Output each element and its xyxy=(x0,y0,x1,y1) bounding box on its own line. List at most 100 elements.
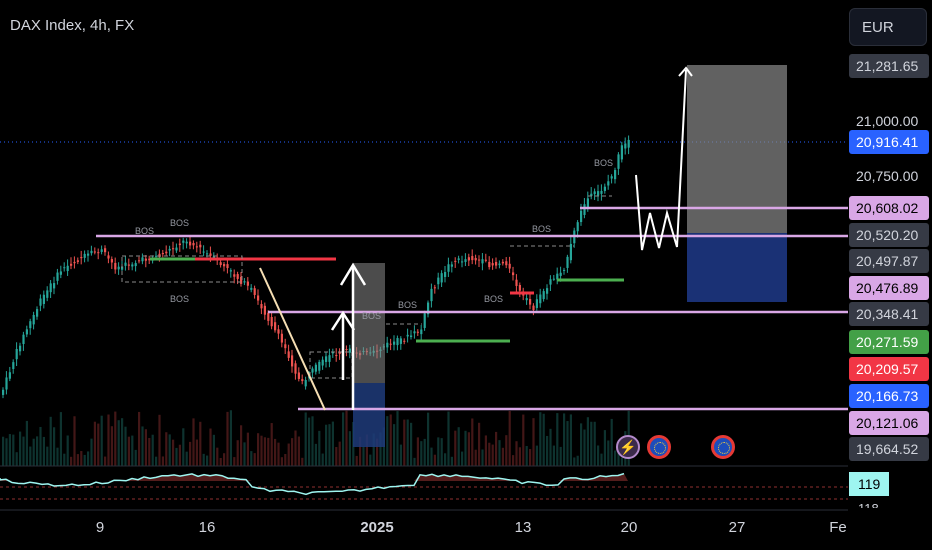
candle-body xyxy=(165,251,168,254)
volume-bar xyxy=(93,421,96,466)
volume-bar xyxy=(263,437,266,466)
candle-body xyxy=(624,143,627,149)
volume-bar xyxy=(229,410,232,466)
time-tick-label: 20 xyxy=(620,519,638,536)
candle-body xyxy=(325,356,328,362)
volume-bar xyxy=(104,456,107,466)
candle-body xyxy=(8,372,11,379)
candle-body xyxy=(158,253,161,257)
lightning-icon[interactable]: ⚡ xyxy=(616,435,640,459)
volume-bar xyxy=(219,457,222,466)
eu-flag-icon[interactable] xyxy=(711,435,735,459)
candle-body xyxy=(270,317,273,327)
candle-body xyxy=(399,338,402,344)
candle-body xyxy=(172,248,175,250)
candle-body xyxy=(512,272,515,276)
candle-body xyxy=(515,279,518,286)
volume-bar xyxy=(335,447,338,466)
candle-body xyxy=(46,290,49,298)
volume-bar xyxy=(270,423,273,466)
candle-body xyxy=(546,288,549,294)
candle-body xyxy=(603,186,606,191)
volume-bar xyxy=(161,456,164,466)
volume-bar xyxy=(610,418,613,466)
volume-bar xyxy=(372,433,375,466)
chart-title[interactable]: DAX Index, 4h, FX xyxy=(10,17,135,34)
candle-body xyxy=(430,288,433,302)
price-label-21281: 21,281.65 xyxy=(849,54,929,78)
volume-bar xyxy=(457,427,460,466)
candle-body xyxy=(236,274,239,279)
volume-bar xyxy=(454,430,457,466)
volume-bar xyxy=(348,431,351,466)
volume-bar xyxy=(216,447,219,466)
bos-label: BOS xyxy=(484,294,503,304)
volume-bar xyxy=(151,434,154,466)
volume-bar xyxy=(464,430,467,466)
candle-body xyxy=(90,250,93,254)
candle-body xyxy=(243,281,246,283)
volume-bar xyxy=(100,415,103,466)
volume-bar xyxy=(257,433,260,466)
volume-bar xyxy=(576,455,579,466)
candle-body xyxy=(250,287,253,290)
volume-bar xyxy=(250,451,253,466)
candle-body xyxy=(291,355,294,367)
volume-bar xyxy=(556,413,559,466)
candle-body xyxy=(219,262,222,266)
volume-bar xyxy=(430,447,433,466)
volume-bar xyxy=(226,411,229,466)
candle-body xyxy=(593,191,596,195)
price-label-20476: 20,476.89 xyxy=(849,276,929,300)
volume-bar xyxy=(158,414,161,466)
volume-bar xyxy=(223,453,226,466)
volume-bar xyxy=(189,441,192,466)
candle-body xyxy=(117,266,120,270)
volume-bar xyxy=(36,436,39,466)
bos-structure-box xyxy=(121,255,243,283)
price-label-last: 20,916.41 xyxy=(849,130,929,154)
candle-body xyxy=(423,313,426,328)
candle-body xyxy=(420,329,423,335)
volume-bar xyxy=(195,439,198,466)
candle-body xyxy=(563,269,566,271)
volume-bar xyxy=(182,428,185,466)
candle-body xyxy=(576,222,579,232)
volume-bar xyxy=(522,414,525,466)
volume-bar xyxy=(311,416,314,466)
volume-bar xyxy=(450,456,453,466)
volume-bar xyxy=(301,457,304,466)
volume-bar xyxy=(416,437,419,466)
volume-bar xyxy=(168,434,171,466)
candle-body xyxy=(447,264,450,272)
candle-body xyxy=(335,355,338,357)
eu-flag-icon[interactable] xyxy=(647,435,671,459)
currency-button[interactable]: EUR xyxy=(849,8,927,46)
candle-body xyxy=(597,191,600,196)
candle-body xyxy=(348,348,351,353)
candle-body xyxy=(488,261,491,268)
candle-body xyxy=(450,264,453,267)
volume-bar xyxy=(512,455,515,466)
volume-bar xyxy=(240,425,243,466)
volume-bar xyxy=(386,416,389,466)
volume-bar xyxy=(620,457,623,466)
volume-bar xyxy=(110,426,113,466)
volume-bar xyxy=(175,447,178,466)
volume-bar xyxy=(42,436,45,466)
candle-body xyxy=(189,241,192,246)
volume-bar xyxy=(73,416,76,466)
volume-bar xyxy=(427,412,430,466)
candle-body xyxy=(297,372,300,379)
volume-bar xyxy=(155,456,158,466)
volume-bar xyxy=(2,436,5,466)
candle-body xyxy=(66,265,69,272)
candle-body xyxy=(410,335,413,337)
volume-bar xyxy=(403,419,406,466)
volume-bar xyxy=(185,451,188,466)
candle-body xyxy=(12,362,15,369)
bos-label: BOS xyxy=(362,311,381,321)
candle-body xyxy=(580,210,583,223)
volume-bar xyxy=(114,411,117,466)
